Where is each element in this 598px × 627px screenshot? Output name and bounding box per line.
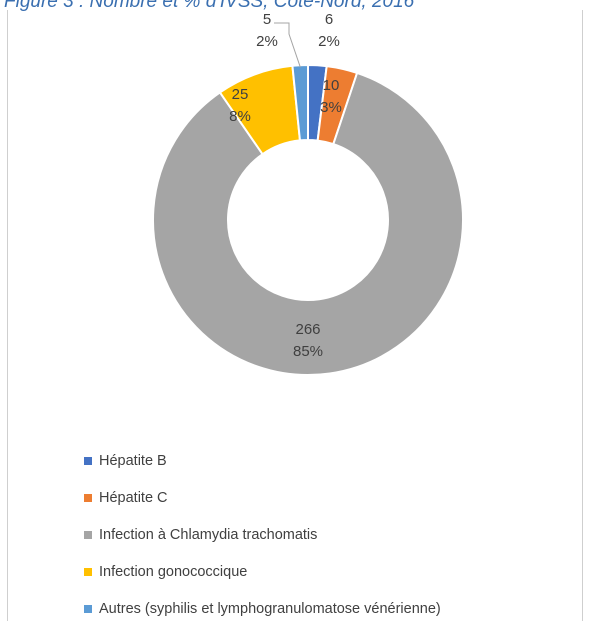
legend-item-autres-syphilis-et-lymphogranulomatose-venerienne: Autres (syphilis et lymphogranulomatose …: [84, 590, 441, 627]
legend-label: Autres (syphilis et lymphogranulomatose …: [99, 600, 441, 617]
data-label-percent-hepatite-c: 3%: [320, 99, 342, 116]
slice-infection-a-chlamydia-trachomatis: [152, 71, 464, 376]
legend-swatch: [84, 567, 92, 576]
legend-swatch: [84, 530, 92, 539]
data-label-value-autres-syphilis-et-lymphogranulomatose-venerienne: 5: [263, 11, 271, 28]
legend-item-hepatite-b: Hépatite B: [84, 442, 441, 479]
data-label-value-hepatite-c: 10: [323, 77, 340, 94]
figure-title: Figure 3 : Nombre et % d'IVSS, Côte-Nord…: [4, 0, 415, 12]
data-label-value-infection-gonococcique: 25: [232, 86, 249, 103]
leader-line-autres: [274, 22, 301, 68]
chart-legend: Hépatite B Hépatite C Infection à Chlamydi…: [84, 442, 441, 627]
data-label-percent-autres-syphilis-et-lymphogranulomatose-venerienne: 2%: [256, 33, 278, 50]
legend-label: Hépatite B: [99, 452, 167, 469]
data-label-percent-infection-a-chlamydia-trachomatis: 85%: [293, 343, 323, 360]
legend-swatch: [84, 493, 92, 502]
legend-item-hepatite-c: Hépatite C: [84, 479, 441, 516]
legend-label: Infection gonococcique: [99, 563, 248, 580]
chart-area: 6 2% 10 3% 266 85% 25 8% 5 2%: [7, 10, 583, 621]
data-label-percent-hepatite-b: 2%: [318, 33, 340, 50]
data-label-value-hepatite-b: 6: [325, 11, 333, 28]
data-label-value-infection-a-chlamydia-trachomatis: 266: [295, 321, 320, 338]
legend-swatch: [84, 456, 92, 465]
legend-item-infection-a-chlamydia-trachomatis: Infection à Chlamydia trachomatis: [84, 516, 441, 553]
donut-chart: 6 2% 10 3% 266 85% 25 8% 5 2%: [152, 11, 464, 376]
legend-label: Hépatite C: [99, 489, 168, 506]
legend-label: Infection à Chlamydia trachomatis: [99, 526, 318, 543]
legend-swatch: [84, 604, 92, 613]
legend-item-infection-gonococcique: Infection gonococcique: [84, 553, 441, 590]
data-label-percent-infection-gonococcique: 8%: [229, 108, 251, 125]
slice-autres-syphilis-et-lymphogranulomatose-venerienne: [291, 63, 309, 142]
